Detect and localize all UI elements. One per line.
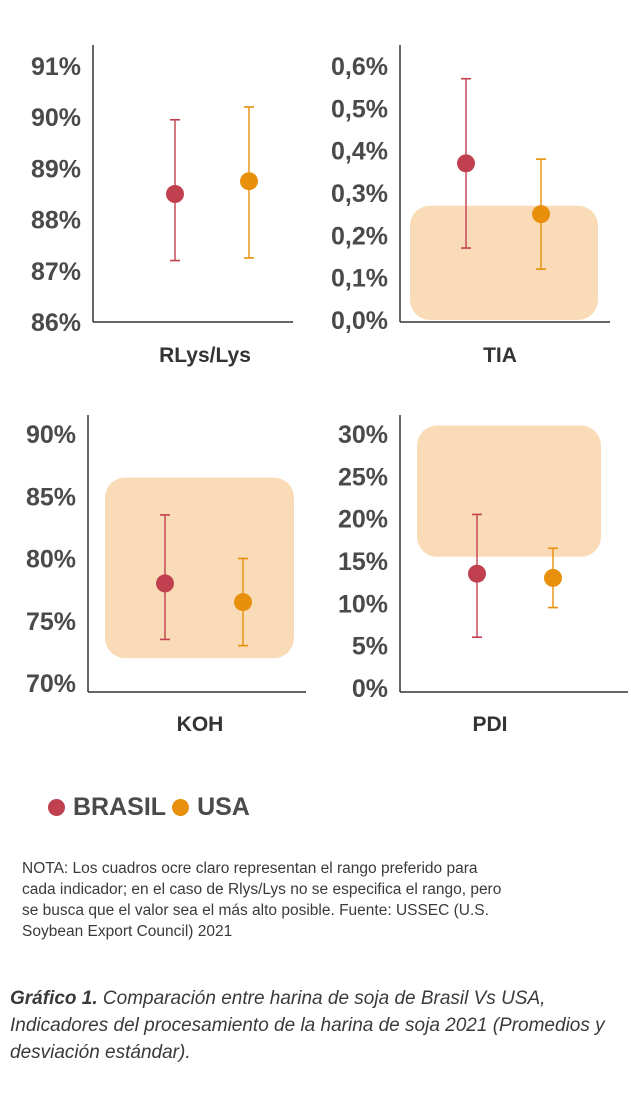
tick-label-rlys-lys: 86% xyxy=(31,309,81,337)
preferred-range-box-pdi xyxy=(417,425,601,557)
caption-text: Comparación entre harina de soja de Bras… xyxy=(10,988,605,1063)
tick-label-pdi: 25% xyxy=(338,463,388,491)
footnote: NOTA: Los cuadros ocre claro representan… xyxy=(22,860,502,940)
mean-point-usa-pdi xyxy=(544,568,562,587)
legend-label-usa: USA xyxy=(197,793,250,821)
tick-label-pdi: 30% xyxy=(338,421,388,449)
figure-caption: Gráfico 1. Comparación entre harina de s… xyxy=(10,985,610,1066)
tick-label-koh: 75% xyxy=(26,608,76,636)
tick-label-tia: 0,4% xyxy=(331,138,388,166)
tick-label-koh: 80% xyxy=(26,546,76,574)
mean-point-brasil-rlys-lys xyxy=(166,185,184,203)
tick-label-koh: 70% xyxy=(26,670,76,698)
tick-label-tia: 0,2% xyxy=(331,222,388,250)
axis-label-pdi: PDI xyxy=(472,713,507,736)
mean-point-usa-tia xyxy=(532,205,550,224)
mean-point-brasil-koh xyxy=(156,574,174,593)
tick-label-pdi: 15% xyxy=(338,548,388,576)
legend: BRASIL USA xyxy=(48,793,256,822)
tick-label-koh: 85% xyxy=(26,483,76,511)
tick-label-rlys-lys: 88% xyxy=(31,207,81,235)
tick-label-tia: 0,3% xyxy=(331,180,388,208)
axis-label-tia: TIA xyxy=(483,344,517,367)
tick-label-tia: 0,0% xyxy=(331,307,388,335)
brasil-marker-icon xyxy=(48,799,65,816)
tick-label-pdi: 0% xyxy=(352,675,388,703)
tick-label-rlys-lys: 89% xyxy=(31,155,81,183)
usa-marker-icon xyxy=(172,799,190,816)
tick-label-rlys-lys: 87% xyxy=(31,258,81,286)
caption-label: Gráfico 1. xyxy=(10,988,98,1009)
axis-label-koh: KOH xyxy=(177,713,224,736)
tick-label-pdi: 5% xyxy=(352,633,388,661)
legend-label-brasil: BRASIL xyxy=(73,793,167,821)
axis-label-rlys-lys: RLys/Lys xyxy=(159,344,251,367)
tick-label-rlys-lys: 90% xyxy=(31,104,81,132)
tick-label-koh: 90% xyxy=(26,421,76,449)
tick-label-pdi: 10% xyxy=(338,590,388,618)
tick-label-tia: 0,6% xyxy=(331,53,388,81)
mean-point-usa-rlys-lys xyxy=(240,172,258,191)
legend-item-usa: USA xyxy=(172,793,250,822)
mean-point-brasil-pdi xyxy=(468,564,486,583)
mean-point-usa-koh xyxy=(234,593,252,612)
tick-label-tia: 0,5% xyxy=(331,95,388,123)
tick-label-tia: 0,1% xyxy=(331,265,388,293)
legend-item-brasil: BRASIL xyxy=(48,793,166,822)
tick-label-rlys-lys: 91% xyxy=(31,53,81,81)
preferred-range-box-koh xyxy=(105,477,294,659)
charts-area: 86% 87% 88% 89% 90% 91% RLys/Lys 0,0% 0,1% 0,2% 0,… xyxy=(26,45,628,736)
mean-point-brasil-tia xyxy=(457,154,475,173)
tick-label-pdi: 20% xyxy=(338,506,388,534)
preferred-range-box-tia xyxy=(410,205,598,320)
